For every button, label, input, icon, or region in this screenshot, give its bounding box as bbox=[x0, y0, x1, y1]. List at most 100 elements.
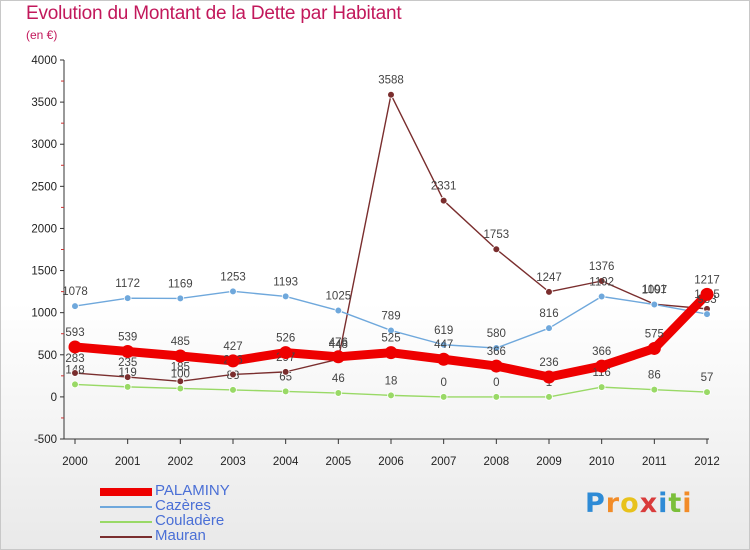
x-tick-label: 2005 bbox=[326, 456, 352, 468]
data-point-couladere bbox=[545, 393, 553, 401]
legend-item-cazeres[interactable]: Cazères bbox=[100, 498, 400, 514]
data-label-palaminy: 447 bbox=[434, 339, 453, 351]
data-label-mauran: 1376 bbox=[589, 261, 615, 273]
data-point-cazeres bbox=[176, 294, 185, 303]
data-point-cazeres bbox=[703, 310, 711, 318]
data-point-mauran bbox=[439, 196, 448, 205]
data-point-mauran bbox=[71, 369, 79, 377]
y-tick-label: 3000 bbox=[31, 139, 57, 151]
chart-title: Evolution du Montant de la Dette par Hab… bbox=[26, 3, 402, 24]
data-point-cazeres bbox=[387, 326, 395, 335]
data-label-cazeres: 580 bbox=[487, 328, 506, 340]
y-tick-label: 1500 bbox=[31, 266, 57, 278]
data-label-palaminy: 476 bbox=[329, 337, 348, 349]
logo-letter: i bbox=[682, 488, 693, 519]
y-tick-label: -500 bbox=[34, 434, 57, 446]
data-point-palaminy bbox=[279, 346, 293, 360]
data-label-palaminy: 366 bbox=[592, 346, 611, 358]
data-label-mauran: 3588 bbox=[378, 75, 404, 87]
data-label-palaminy: 366 bbox=[487, 346, 506, 358]
data-label-mauran: 1247 bbox=[536, 272, 562, 284]
data-label-couladere: 100 bbox=[171, 368, 190, 380]
data-label-palaminy: 485 bbox=[171, 336, 190, 348]
y-tick-label: 2500 bbox=[31, 181, 57, 193]
chart-legend: PALAMINY Cazères Couladère Mauran bbox=[100, 483, 400, 544]
data-label-couladere: 119 bbox=[118, 367, 136, 379]
data-point-mauran bbox=[281, 368, 290, 376]
data-label-palaminy: 525 bbox=[381, 333, 400, 345]
data-label-cazeres: 1078 bbox=[62, 286, 88, 298]
data-point-couladere bbox=[123, 383, 132, 391]
x-tick-label: 2000 bbox=[62, 456, 88, 468]
x-tick-label: 2011 bbox=[642, 456, 667, 468]
x-tick-label: 2003 bbox=[220, 456, 246, 468]
data-label-couladere: 57 bbox=[701, 372, 714, 384]
data-label-cazeres: 1193 bbox=[273, 276, 298, 288]
data-label-palaminy: 427 bbox=[223, 341, 242, 353]
data-label-cazeres: 1253 bbox=[220, 271, 246, 283]
proxiti-logo: Proxiti bbox=[585, 488, 693, 519]
x-tick-label: 2010 bbox=[589, 456, 615, 468]
data-label-palaminy: 539 bbox=[118, 331, 137, 343]
data-label-mauran: 185 bbox=[171, 361, 190, 373]
data-point-palaminy bbox=[489, 359, 503, 373]
legend-item-mauran[interactable]: Mauran bbox=[100, 527, 400, 544]
y-tick-label: 2000 bbox=[31, 223, 57, 235]
x-tick-label: 2004 bbox=[273, 456, 299, 468]
data-point-couladere bbox=[229, 386, 237, 394]
data-point-mauran bbox=[176, 377, 185, 386]
data-label-palaminy: 575 bbox=[645, 328, 664, 340]
data-point-cazeres bbox=[650, 300, 659, 309]
logo-letter: r bbox=[605, 488, 621, 519]
data-point-palaminy bbox=[384, 346, 398, 360]
data-point-palaminy bbox=[647, 341, 661, 355]
data-label-mauran: 2331 bbox=[431, 181, 457, 193]
data-point-mauran bbox=[229, 370, 237, 379]
logo-letter: P bbox=[585, 488, 606, 519]
data-point-cazeres bbox=[545, 324, 553, 332]
data-label-palaminy: 526 bbox=[276, 333, 295, 345]
data-point-cazeres bbox=[334, 306, 343, 315]
data-point-couladere bbox=[387, 391, 395, 400]
data-label-cazeres: 619 bbox=[434, 325, 453, 337]
data-label-couladere: 18 bbox=[385, 375, 398, 387]
legend-item-palaminy[interactable]: PALAMINY bbox=[100, 483, 400, 499]
y-tick-label: 1000 bbox=[31, 308, 57, 320]
data-label-couladere: 65 bbox=[279, 371, 292, 383]
data-point-palaminy bbox=[121, 344, 135, 358]
data-label-couladere: 0 bbox=[493, 377, 499, 389]
x-tick-label: 2012 bbox=[694, 456, 720, 468]
legend-swatch-cazeres bbox=[100, 506, 152, 508]
data-point-mauran bbox=[123, 373, 132, 381]
data-label-cazeres: 789 bbox=[381, 310, 400, 322]
data-label-mauran: 1753 bbox=[484, 229, 510, 241]
data-label-cazeres: 1172 bbox=[115, 278, 140, 290]
x-tick-label: 2007 bbox=[431, 456, 457, 468]
data-label-palaminy: 236 bbox=[539, 357, 558, 369]
data-point-cazeres bbox=[281, 292, 290, 301]
y-tick-label: 0 bbox=[51, 392, 57, 404]
data-point-couladere bbox=[71, 380, 79, 389]
x-tick-label: 2001 bbox=[115, 456, 141, 468]
data-point-mauran bbox=[492, 245, 501, 254]
data-point-cazeres bbox=[597, 292, 606, 301]
x-tick-label: 2009 bbox=[536, 456, 562, 468]
data-point-couladere bbox=[334, 389, 343, 397]
data-point-couladere bbox=[439, 393, 448, 401]
data-point-cazeres bbox=[439, 340, 448, 349]
y-tick-label: 500 bbox=[38, 350, 57, 362]
x-tick-label: 2002 bbox=[168, 456, 194, 468]
legend-item-couladere[interactable]: Couladère bbox=[100, 512, 400, 529]
legend-swatch-palaminy bbox=[100, 488, 152, 496]
data-label-palaminy: 1217 bbox=[694, 274, 720, 286]
x-tick-label: 2006 bbox=[378, 456, 404, 468]
data-point-couladere bbox=[703, 388, 711, 396]
data-label-palaminy: 593 bbox=[65, 327, 84, 339]
legend-label-couladere: Couladère bbox=[155, 512, 225, 529]
data-label-couladere: 0 bbox=[440, 377, 446, 389]
data-label-cazeres: 816 bbox=[539, 308, 558, 320]
chart-subtitle: (en €) bbox=[26, 28, 58, 42]
legend-label-mauran: Mauran bbox=[155, 527, 206, 544]
